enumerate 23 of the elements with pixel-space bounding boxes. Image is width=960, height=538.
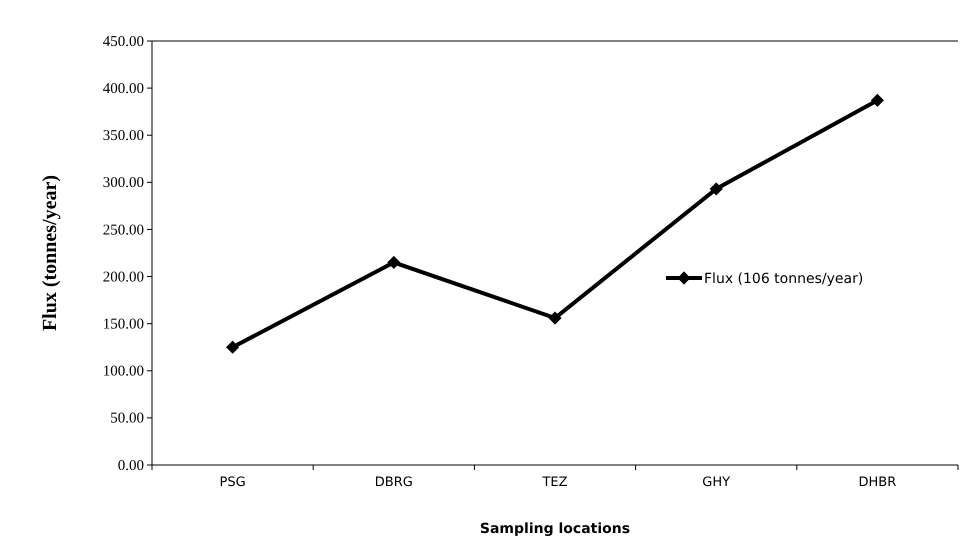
legend-label: Flux (106 tonnes/year) [704, 271, 864, 287]
y-tick-label: 300.00 [102, 175, 144, 192]
y-tick-label: 450.00 [102, 34, 144, 50]
y-tick-label: 400.00 [102, 80, 144, 97]
y-tick-label: 100.00 [102, 364, 144, 380]
y-tick-label: 50.00 [110, 410, 144, 427]
y-tick-label: 150.00 [102, 316, 144, 332]
x-tick-label: PSG [220, 475, 246, 490]
point [226, 340, 240, 354]
y-tick-label: 350.00 [102, 128, 144, 144]
point [548, 311, 562, 325]
y-tick-label: 250.00 [102, 222, 144, 238]
x-tick-label: DHBR [858, 475, 896, 490]
x-tick-label: TEZ [541, 475, 568, 490]
point [710, 182, 723, 196]
x-tick-label: GHY [702, 475, 730, 490]
y-axis-title: Flux (tonnes/year) [39, 174, 61, 332]
x-tick-label: DBRG [374, 475, 413, 490]
y-tick-label: 200.00 [102, 269, 144, 286]
y-tick-label: 0.00 [118, 458, 144, 474]
x-axis-title: Sampling locations [480, 521, 630, 537]
point [387, 256, 400, 269]
point [870, 94, 884, 107]
